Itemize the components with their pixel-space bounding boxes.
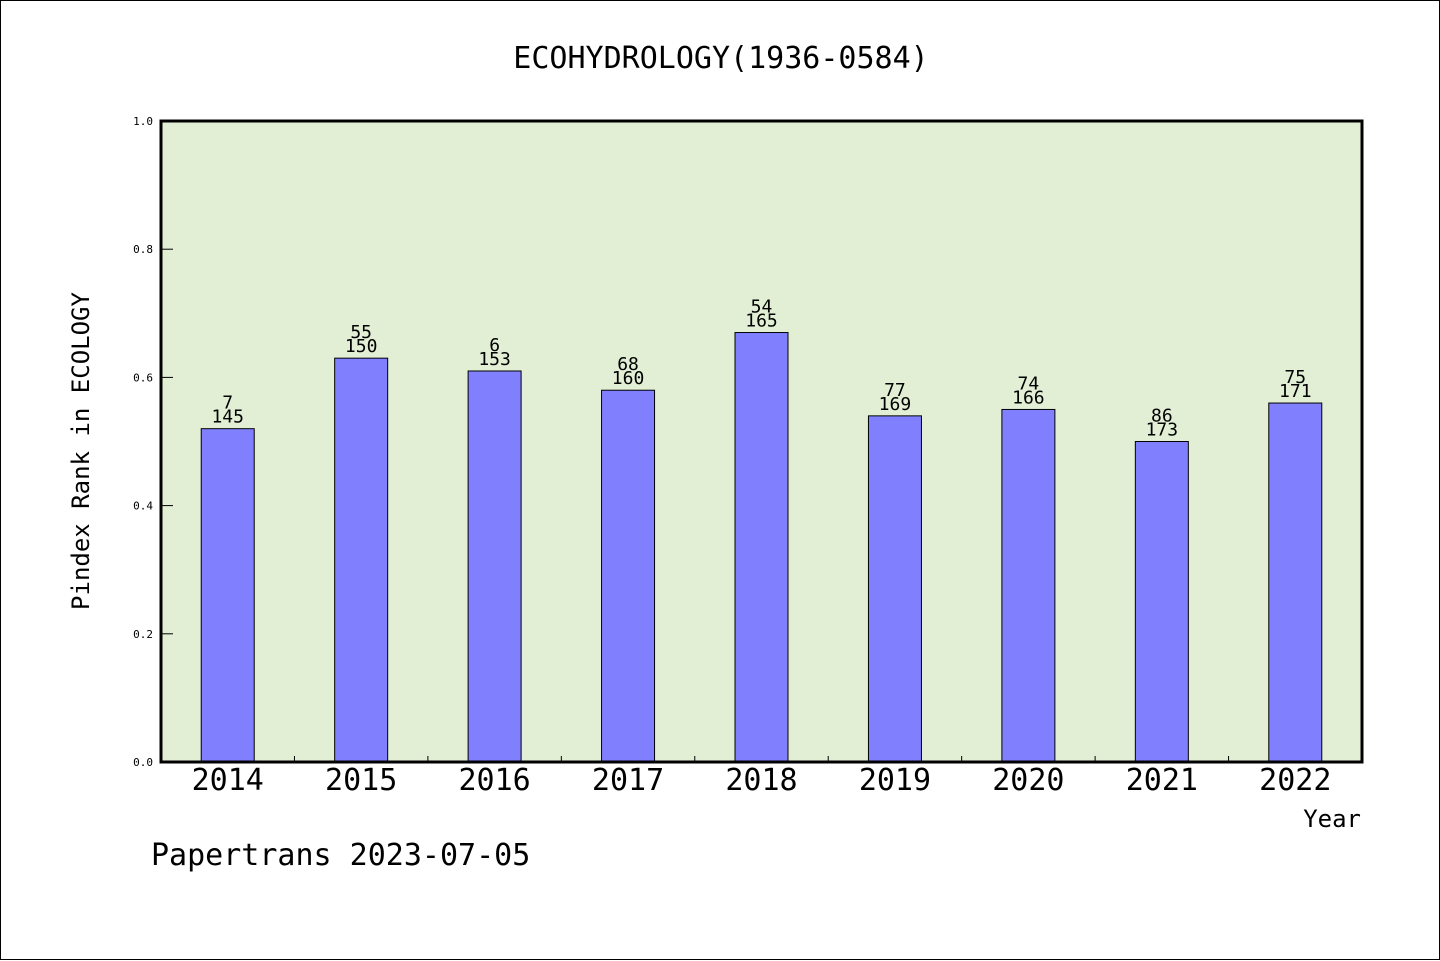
data-label-rank: 86 [1151,406,1173,427]
x-tick-label: 2018 [725,763,797,798]
x-tick-label: 2020 [992,763,1064,798]
bar [1134,441,1189,763]
data-label-rank: 7 [222,393,233,414]
data-label-rank: 55 [350,322,372,343]
chart-title: ECOHYDROLOGY(1936-0584) [513,41,928,76]
y-tick-label: 0.4 [133,500,153,513]
footer-credit: Papertrans 2023-07-05 [151,838,530,873]
x-tick-label: 2017 [592,763,664,798]
data-label-total: 153 [478,349,511,370]
x-tick-label: 2014 [192,763,264,798]
y-axis-label: Pindex Rank in ECOLOGY [67,292,95,610]
y-tick-label: 0.8 [133,243,153,256]
x-axis-label: Year [1303,805,1361,833]
bar [734,332,789,763]
x-tick-label: 2019 [859,763,931,798]
data-label-rank: 75 [1284,367,1306,388]
data-label-rank: 6 [489,335,500,356]
data-label-rank: 54 [751,297,773,318]
x-axis: 2014 2015 2016 2017 2018 2019 2020 2021 2022 [192,756,1331,798]
data-label-rank: 77 [884,380,906,401]
y-axis: 0.0 0.2 0.4 0.6 0.8 1.0 [133,115,173,769]
data-label-total: 169 [879,394,912,415]
x-tick-label: 2022 [1259,763,1331,798]
y-tick-label: 0.2 [133,628,153,641]
x-tick-label: 2021 [1126,763,1198,798]
x-tick-label: 2016 [458,763,530,798]
bar [867,415,922,763]
data-label-rank: 74 [1018,373,1040,394]
bar [467,370,522,763]
data-label-total: 160 [612,368,645,389]
bar [334,357,389,763]
data-label-total: 171 [1279,381,1312,402]
data-label-total: 173 [1146,420,1179,441]
y-tick-label: 0.6 [133,371,153,384]
data-label-total: 166 [1012,387,1045,408]
bar [200,428,255,763]
x-tick-label: 2015 [325,763,397,798]
y-tick-label: 1.0 [133,115,153,128]
data-label-total: 150 [345,336,378,357]
bar [1001,408,1056,763]
data-label-rank: 68 [617,354,639,375]
y-tick-label: 0.0 [133,756,153,769]
data-label-total: 145 [211,407,244,428]
bar [1268,402,1323,763]
bar [601,389,656,763]
plot-border [159,119,1364,764]
data-label-total: 165 [745,311,778,332]
